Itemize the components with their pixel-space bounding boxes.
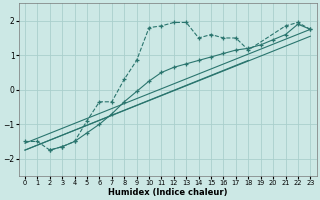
X-axis label: Humidex (Indice chaleur): Humidex (Indice chaleur)	[108, 188, 228, 197]
